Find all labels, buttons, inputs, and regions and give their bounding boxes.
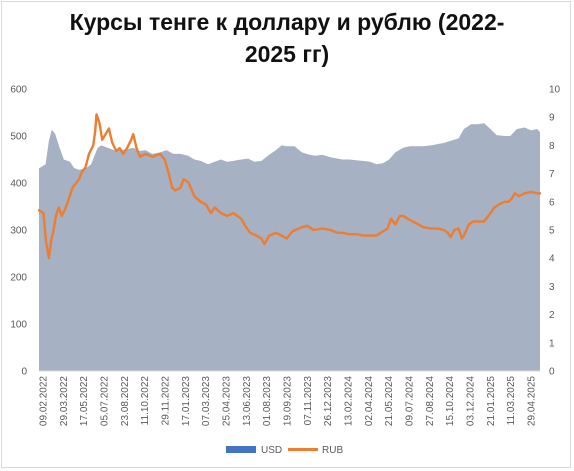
- x-tick-label: 15.10.2024: [445, 376, 456, 426]
- rub-line-series: [37, 113, 542, 260]
- y-left-tick-label: 200: [10, 273, 27, 284]
- y-right-tick-label: 3: [549, 282, 555, 293]
- x-tick-label: 29.04.2025: [527, 376, 538, 426]
- x-tick-label: 21.05.2024: [384, 376, 395, 426]
- x-tick-label: 19.09.2023: [283, 376, 294, 426]
- y-left-tick-label: 0: [21, 367, 27, 378]
- legend-usd-label: USD: [261, 445, 282, 456]
- x-tick-label: 11.03.2025: [506, 376, 517, 426]
- x-tick-label: 05.07.2022: [100, 376, 111, 426]
- x-tick-label: 26.12.2023: [323, 376, 334, 426]
- x-tick-label: 09.07.2024: [405, 376, 416, 426]
- y-right-tick-label: 0: [549, 367, 555, 378]
- y-right-tick-label: 9: [549, 113, 555, 124]
- legend-usd-swatch: [226, 446, 256, 453]
- y-left-tick-label: 500: [10, 132, 27, 143]
- x-tick-label: 29.11.2022: [161, 376, 172, 426]
- y-right-tick-label: 2: [549, 310, 555, 321]
- chart-title-line-1: Курсы тенге к доллару и рублю (2022-: [69, 9, 505, 35]
- x-tick-label: 17.05.2022: [79, 376, 90, 426]
- y-right-tick-label: 7: [549, 169, 555, 180]
- legend-rub-label: RUB: [322, 445, 343, 456]
- x-tick-label: 27.08.2024: [425, 376, 436, 426]
- y-left-tick-label: 100: [10, 320, 27, 331]
- y-right-tick-label: 1: [549, 338, 555, 349]
- x-tick-label: 17.01.2023: [181, 376, 192, 426]
- y-left-tick-label: 300: [10, 226, 27, 237]
- x-tick-label: 07.11.2023: [303, 376, 314, 426]
- x-tick-label: 01.08.2023: [262, 376, 273, 426]
- x-tick-label: 09.02.2022: [39, 376, 50, 426]
- x-tick-label: 21.01.2025: [486, 376, 497, 426]
- x-tick-label: 02.04.2024: [364, 376, 375, 426]
- y-right-tick-label: 4: [549, 254, 555, 265]
- x-tick-label: 25.04.2023: [222, 376, 233, 426]
- usd-area-series: [39, 123, 540, 371]
- x-tick-label: 13.06.2023: [242, 376, 253, 426]
- chart-title-line-2: 2025 гг): [244, 41, 330, 67]
- x-tick-label: 11.10.2022: [140, 376, 151, 426]
- x-tick-label: 07.03.2023: [201, 376, 212, 426]
- x-tick-label: 23.08.2022: [120, 376, 131, 426]
- x-tick-label: 29.03.2022: [59, 376, 70, 426]
- x-tick-label: 13.02.2024: [344, 376, 355, 426]
- legend: USD RUB: [226, 445, 343, 456]
- chart-title: Курсы тенге к доллару и рублю (2022- 202…: [0, 6, 574, 70]
- x-tick-label: 03.12.2024: [466, 376, 477, 426]
- y-right-tick-label: 5: [549, 226, 555, 237]
- y-left-tick-label: 400: [10, 179, 27, 190]
- y-left-tick-label: 600: [10, 85, 27, 96]
- y-right-tick-label: 6: [549, 197, 555, 208]
- y-right-tick-label: 10: [549, 85, 561, 96]
- y-right-tick-label: 8: [549, 141, 555, 152]
